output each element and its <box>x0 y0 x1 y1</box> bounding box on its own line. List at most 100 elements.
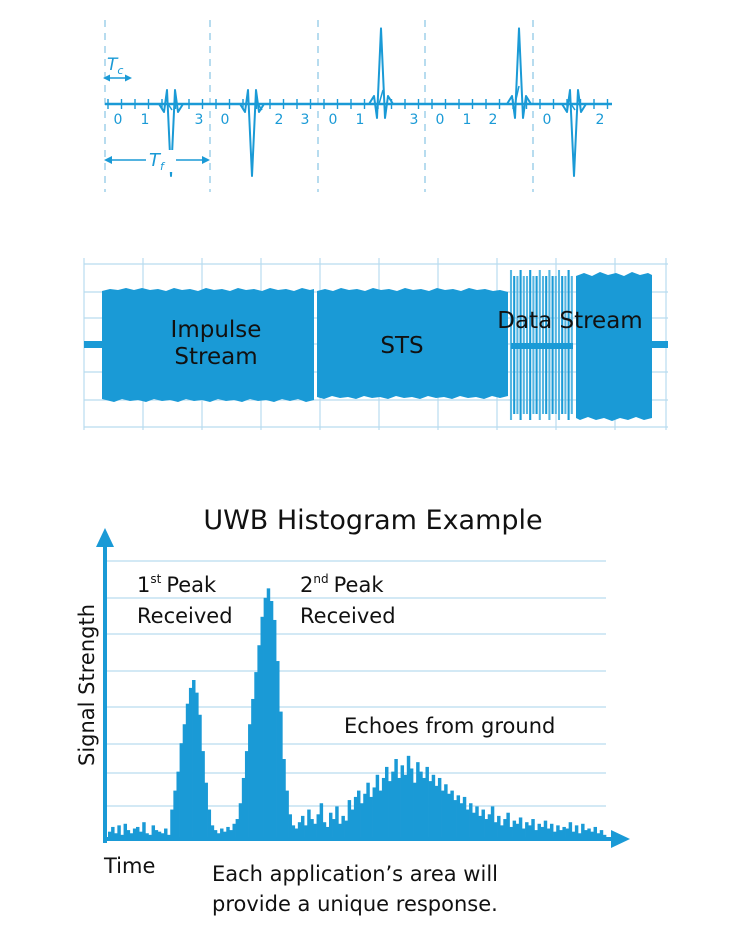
histogram-bar <box>108 831 112 838</box>
histogram-bar <box>335 806 339 838</box>
pulse-detail <box>257 103 263 111</box>
histogram-bar <box>176 771 180 838</box>
chip-number: 3 <box>301 112 310 128</box>
histogram-bar <box>126 830 131 838</box>
histogram-bar <box>565 828 569 838</box>
histogram-bar <box>500 825 504 838</box>
histogram-bar <box>288 814 292 838</box>
histogram-bar <box>543 820 548 838</box>
histogram-bar <box>581 823 585 838</box>
histogram-bar <box>562 826 566 838</box>
histogram-bar <box>590 831 594 838</box>
histogram-bar <box>512 820 517 838</box>
histogram-bar <box>160 833 165 838</box>
chip-labels: 0 1 3 0 2 3 0 1 3 0 1 2 0 2 <box>114 112 605 128</box>
histogram-bar <box>397 777 401 838</box>
chip-number: 0 <box>114 112 123 128</box>
chip-number: 2 <box>489 112 498 128</box>
histogram-bar <box>416 762 420 838</box>
histogram-bar <box>587 828 591 838</box>
histogram-bar <box>363 793 367 838</box>
histogram-bar <box>229 830 233 838</box>
x-axis-label: Time <box>103 854 155 878</box>
histogram-bar <box>537 823 541 838</box>
sts-label: STS <box>380 333 423 359</box>
histogram-bar <box>238 803 243 838</box>
histogram-bar <box>294 828 299 838</box>
histogram-bar <box>201 751 205 838</box>
histogram-bar <box>300 815 305 838</box>
histogram-bar <box>179 743 184 838</box>
histogram-bar <box>248 724 252 838</box>
histogram-bar <box>472 812 476 838</box>
histogram-bar <box>518 817 523 838</box>
histogram-bar <box>596 833 601 838</box>
histogram-bar <box>553 831 557 838</box>
histogram-bar <box>328 812 333 838</box>
histogram-bar <box>431 774 436 838</box>
histogram-bar <box>204 782 208 838</box>
histogram-bar <box>347 800 352 838</box>
pulse-diagram: 0 1 3 0 2 3 0 1 3 0 1 2 0 2 Tc Tf <box>103 20 612 192</box>
histogram-bar <box>459 803 464 838</box>
histogram-bar <box>145 833 149 838</box>
tc-label: T <box>107 55 119 75</box>
histogram-bar <box>444 784 448 838</box>
histogram-bar <box>285 790 289 838</box>
histogram-bar <box>425 766 429 838</box>
histogram-bar <box>132 828 137 838</box>
histogram-bar <box>325 826 330 838</box>
histogram-bar <box>148 834 152 838</box>
histogram-bar <box>251 698 255 838</box>
histogram-bar <box>584 830 588 838</box>
histogram-bar <box>475 806 479 838</box>
peak2-number: 2 <box>300 573 313 597</box>
histogram-bar <box>111 826 115 838</box>
final-burst-block <box>576 272 652 421</box>
pulse <box>158 89 184 177</box>
histogram-bar <box>469 803 473 838</box>
histogram-bar <box>456 795 461 838</box>
histogram-bar <box>173 790 177 838</box>
pulse <box>239 89 265 177</box>
histogram-bar <box>534 830 538 838</box>
peak1-number: 1 <box>137 573 150 597</box>
chip-number: 3 <box>410 112 419 128</box>
pulse <box>561 89 587 177</box>
chip-number: 3 <box>195 112 204 128</box>
x-axis-arrow <box>611 830 630 848</box>
chip-number: 2 <box>596 112 605 128</box>
frame-dividers <box>104 20 534 192</box>
histogram-bar <box>428 781 433 838</box>
histogram-bar <box>490 806 495 838</box>
histogram-bar <box>114 833 118 838</box>
chip-number: 0 <box>221 112 230 128</box>
histogram-bar <box>263 597 268 838</box>
data-stream-label: Data Stream <box>497 308 642 334</box>
pulse <box>368 27 394 119</box>
histogram-bar <box>220 828 224 838</box>
histogram-bar <box>385 766 389 838</box>
pulse-detail <box>570 103 576 111</box>
histogram-bar <box>310 819 314 838</box>
histogram-bar <box>291 825 296 838</box>
histogram-bar <box>232 823 236 838</box>
peak2-superscript: nd <box>313 572 328 586</box>
histogram-bar <box>559 830 563 838</box>
histogram-bar <box>338 823 342 838</box>
chip-number: 0 <box>329 112 338 128</box>
histogram-bar <box>207 809 212 838</box>
histogram-bar <box>167 834 171 838</box>
histogram-bar <box>188 687 193 838</box>
histogram-bar <box>577 833 582 838</box>
histogram-bar <box>388 781 392 838</box>
histogram-bar <box>241 777 246 838</box>
caption-line1: Each application’s area will <box>212 862 498 886</box>
data-stream-baseline <box>511 343 573 349</box>
histogram-bar <box>378 790 383 838</box>
histogram-bar <box>185 703 190 838</box>
tf-marker: Tf <box>104 150 210 173</box>
histogram-bar <box>332 819 336 838</box>
